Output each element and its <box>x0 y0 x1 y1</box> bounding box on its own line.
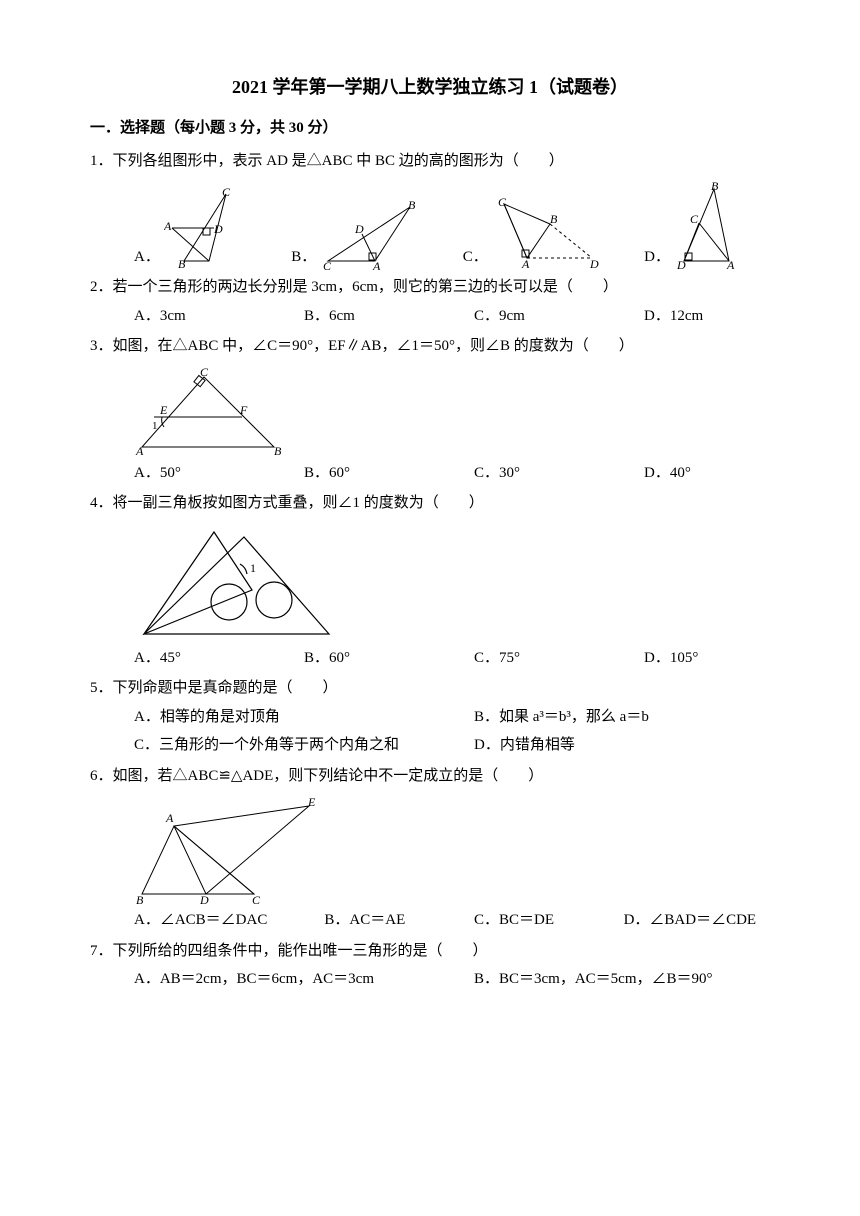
q4-opt-c: C．75° <box>430 644 600 673</box>
svg-text:A: A <box>726 258 735 271</box>
q6-text: 6．如图，若△ABC≌△ADE，则下列结论中不一定成立的是（ ） <box>90 762 770 791</box>
q6-opt-a: A．∠ACB＝∠DAC <box>90 906 280 935</box>
q2-opt-d: D．12cm <box>600 302 770 331</box>
q2-text: 2．若一个三角形的两边长分别是 3cm，6cm，则它的第三边的长可以是（ ） <box>90 273 770 302</box>
q1-opt-b: B． <box>291 243 316 272</box>
q7-text: 7．下列所给的四组条件中，能作出唯一三角形的是（ ） <box>90 937 770 966</box>
svg-text:1: 1 <box>152 420 158 432</box>
q3-text: 3．如图，在△ABC 中，∠C＝90°，EF∥AB，∠1＝50°，则∠B 的度数… <box>90 332 770 361</box>
svg-text:A: A <box>165 811 174 825</box>
svg-text:C: C <box>690 212 699 226</box>
q4-figure: 1 <box>134 522 344 642</box>
svg-text:B: B <box>550 212 558 226</box>
question-6: 6．如图，若△ABC≌△ADE，则下列结论中不一定成立的是（ ） A E B D… <box>90 762 770 935</box>
q5-opt-b: B．如果 a³＝b³，那么 a＝b <box>430 703 770 732</box>
q7-opt-a: A．AB＝2cm，BC＝6cm，AC＝3cm <box>90 965 430 994</box>
svg-text:E: E <box>307 795 316 809</box>
q1-fig-c: C B A D <box>492 196 607 271</box>
q3-opt-d: D．40° <box>600 459 770 488</box>
question-1: 1．下列各组图形中，表示 AD 是△ABC 中 BC 边的高的图形为（ ） A．… <box>90 147 770 272</box>
svg-text:B: B <box>274 444 282 457</box>
svg-text:A: A <box>135 444 144 457</box>
q3-opt-a: A．50° <box>90 459 260 488</box>
svg-text:C: C <box>252 893 261 904</box>
q1-opt-c: C． <box>463 243 488 272</box>
question-5: 5．下列命题中是真命题的是（ ） A．相等的角是对顶角 B．如果 a³＝b³，那… <box>90 674 770 760</box>
svg-text:F: F <box>239 403 248 417</box>
svg-text:E: E <box>159 403 168 417</box>
q6-opt-c: C．BC＝DE <box>430 906 580 935</box>
section-heading: 一．选择题（每小题 3 分，共 30 分） <box>90 114 770 143</box>
question-7: 7．下列所给的四组条件中，能作出唯一三角形的是（ ） A．AB＝2cm，BC＝6… <box>90 937 770 994</box>
q1-text: 1．下列各组图形中，表示 AD 是△ABC 中 BC 边的高的图形为（ ） <box>90 147 770 176</box>
q1-fig-a: C A D B <box>164 186 254 271</box>
q4-text: 4．将一副三角板按如图方式重叠，则∠1 的度数为（ ） <box>90 489 770 518</box>
svg-text:D: D <box>199 893 209 904</box>
svg-text:B: B <box>178 257 186 271</box>
svg-text:D: D <box>354 222 364 236</box>
svg-text:D: D <box>676 258 686 271</box>
q6-opt-d: D．∠BAD＝∠CDE <box>580 906 770 935</box>
q6-opt-b: B．AC＝AE <box>280 906 430 935</box>
q2-opt-a: A．3cm <box>90 302 260 331</box>
q5-opt-a: A．相等的角是对顶角 <box>90 703 430 732</box>
q3-opt-b: B．60° <box>260 459 430 488</box>
svg-text:D: D <box>589 257 599 271</box>
svg-text:C: C <box>200 365 209 379</box>
q2-opt-c: C．9cm <box>430 302 600 331</box>
q5-opt-c: C．三角形的一个外角等于两个内角之和 <box>90 731 430 760</box>
svg-text:D: D <box>213 222 223 236</box>
q7-opt-b: B．BC＝3cm，AC＝5cm，∠B＝90° <box>430 965 770 994</box>
question-2: 2．若一个三角形的两边长分别是 3cm，6cm，则它的第三边的长可以是（ ） A… <box>90 273 770 330</box>
q1-figures: A． C A D B B． <box>134 181 744 271</box>
q2-opt-b: B．6cm <box>260 302 430 331</box>
q5-opt-d: D．内错角相等 <box>430 731 770 760</box>
svg-text:1: 1 <box>250 561 256 575</box>
svg-text:A: A <box>372 259 381 271</box>
q1-fig-d: B C D A <box>674 181 744 271</box>
q1-opt-a: A． <box>134 243 160 272</box>
page-title: 2021 学年第一学期八上数学独立练习 1（试题卷） <box>90 70 770 104</box>
q1-fig-b: B D C A <box>320 199 425 271</box>
q4-opt-a: A．45° <box>90 644 260 673</box>
q6-figure: A E B D C <box>134 794 334 904</box>
q4-opt-d: D．105° <box>600 644 770 673</box>
svg-text:B: B <box>711 181 719 193</box>
svg-text:C: C <box>222 186 231 199</box>
svg-text:B: B <box>408 199 416 212</box>
q4-opt-b: B．60° <box>260 644 430 673</box>
q5-text: 5．下列命题中是真命题的是（ ） <box>90 674 770 703</box>
svg-text:A: A <box>164 219 172 233</box>
q1-opt-d: D． <box>644 243 670 272</box>
svg-text:B: B <box>136 893 144 904</box>
question-4: 4．将一副三角板按如图方式重叠，则∠1 的度数为（ ） 1 A．45° B．60… <box>90 489 770 672</box>
svg-text:C: C <box>323 259 332 271</box>
svg-text:A: A <box>521 257 530 271</box>
svg-text:C: C <box>498 196 507 209</box>
q3-figure: C E F 1 A B <box>134 365 294 457</box>
question-3: 3．如图，在△ABC 中，∠C＝90°，EF∥AB，∠1＝50°，则∠B 的度数… <box>90 332 770 487</box>
q3-opt-c: C．30° <box>430 459 600 488</box>
